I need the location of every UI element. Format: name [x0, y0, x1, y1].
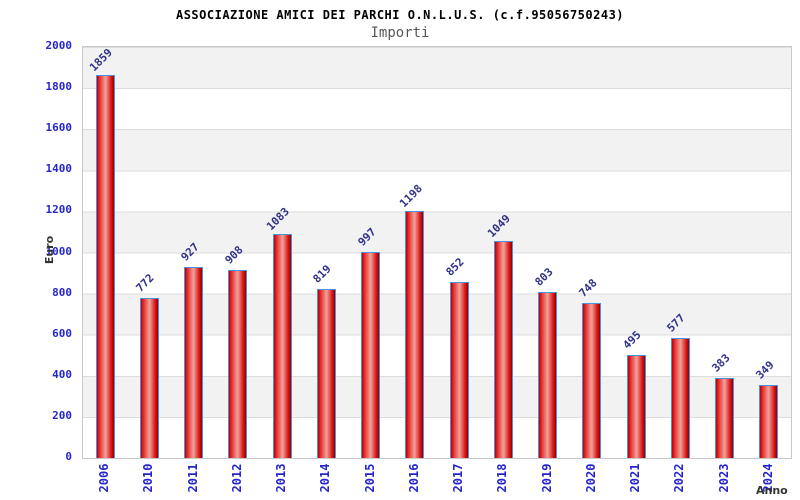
- bar-2018: [493, 241, 513, 458]
- x-tick-label-2010: 2010: [141, 463, 156, 493]
- bar-2023: [715, 378, 735, 458]
- bar-2015: [361, 252, 381, 458]
- bar-2014: [316, 288, 336, 458]
- y-tick-label: 800: [52, 285, 72, 299]
- x-tick-label-2021: 2021: [628, 463, 643, 493]
- bar-2022: [670, 338, 690, 458]
- bar-2024: [759, 385, 779, 458]
- x-tick-label-2017: 2017: [451, 463, 466, 493]
- x-tick-label-2023: 2023: [716, 463, 731, 493]
- x-axis-title: Anno: [756, 484, 788, 497]
- y-tick-label: 600: [52, 326, 72, 340]
- x-tick-label-2019: 2019: [539, 463, 554, 493]
- x-tick-label-2013: 2013: [274, 463, 289, 493]
- chart-subtitle: Importi: [370, 25, 430, 41]
- x-tick-label-2012: 2012: [229, 463, 244, 493]
- plot-area: [82, 46, 792, 459]
- chart-title: ASSOCIAZIONE AMICI DEI PARCHI O.N.L.U.S.…: [175, 8, 625, 22]
- y-tick-label: 2000: [45, 39, 73, 52]
- bar-2017: [449, 281, 469, 458]
- y-tick-label: 1000: [45, 244, 73, 258]
- y-tick-label: 1200: [45, 203, 73, 217]
- x-tick-label-2016: 2016: [406, 463, 421, 493]
- bar-2011: [184, 266, 204, 458]
- bar-2016: [405, 210, 425, 458]
- bar-2013: [272, 234, 292, 458]
- bar-2020: [582, 303, 602, 458]
- x-tick-label-2011: 2011: [185, 463, 200, 493]
- bar-2006: [95, 74, 115, 458]
- x-tick-label-2022: 2022: [672, 463, 687, 493]
- x-tick-label-2006: 2006: [97, 463, 112, 493]
- y-tick-label: 1400: [45, 162, 73, 176]
- y-axis-title: Euro: [43, 235, 56, 265]
- x-tick-label-2015: 2015: [362, 463, 377, 493]
- x-tick-label-2020: 2020: [583, 463, 598, 493]
- bar-2021: [626, 355, 646, 458]
- bar-2010: [139, 298, 159, 458]
- bar-2019: [538, 291, 558, 458]
- y-tick-label: 200: [52, 408, 72, 422]
- y-tick-label: 400: [52, 367, 72, 381]
- y-tick-label: 1600: [45, 121, 73, 135]
- bar-2012: [228, 270, 248, 458]
- y-tick-label: 1800: [45, 80, 73, 94]
- x-tick-label-2018: 2018: [495, 463, 510, 493]
- y-tick-label: 0: [65, 450, 72, 463]
- x-tick-label-2014: 2014: [318, 463, 333, 493]
